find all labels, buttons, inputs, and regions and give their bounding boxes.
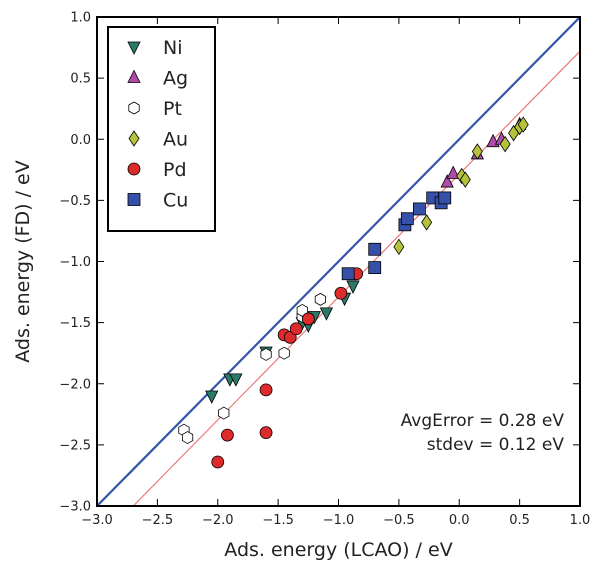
legend-label-pt: Pt (163, 98, 182, 120)
legend-marker-pd (127, 162, 141, 176)
legend-marker-au (128, 130, 140, 147)
point-ni-0 (205, 390, 219, 404)
legend-label-cu: Cu (163, 190, 188, 212)
legend-box (107, 26, 216, 232)
point-pd-8 (334, 286, 348, 300)
point-pd-1 (221, 428, 234, 442)
x-tick-label: 0.0 (449, 513, 470, 528)
point-pt-4 (278, 346, 290, 360)
point-ni-2 (229, 373, 243, 387)
point-ni-9 (346, 280, 360, 294)
y-tick-label: −0.5 (59, 194, 91, 209)
y-tick-label: 0.5 (70, 72, 91, 87)
x-tick-label: −1.0 (323, 513, 355, 528)
point-ag-1 (446, 165, 460, 179)
point-au-8 (517, 116, 529, 133)
point-pt-6 (296, 303, 308, 317)
legend-label-ni: Ni (163, 37, 183, 59)
point-cu-1 (368, 261, 382, 275)
legend: Ni Ag Pt Au Pd Cu (107, 26, 216, 232)
x-tick-label: −2.5 (142, 513, 174, 528)
x-tick-label: −0.5 (383, 513, 415, 528)
stdev-annotation: stdev = 0.12 eV (427, 435, 565, 455)
point-cu-5 (413, 202, 426, 216)
point-pd-6 (289, 322, 303, 336)
x-tick-label: −2.0 (202, 513, 234, 528)
legend-marker-cu (127, 193, 141, 206)
point-au-1 (421, 214, 433, 231)
y-tick-label: −2.0 (59, 377, 91, 392)
point-cu-8 (438, 191, 452, 205)
point-ag-0 (440, 174, 454, 188)
y-axis-label: Ads. energy (FD) / eV (12, 160, 34, 363)
point-pt-7 (314, 292, 326, 306)
x-tick-label: −1.5 (262, 513, 294, 528)
legend-label-au: Au (163, 129, 188, 151)
parity-line (97, 17, 580, 506)
y-tick-label: 0.0 (70, 133, 91, 148)
avg-error-annotation: AvgError = 0.28 eV (401, 411, 565, 431)
point-pd-2 (259, 383, 273, 397)
y-tick-label: −1.0 (59, 255, 91, 270)
y-tick-label: −2.5 (59, 438, 91, 453)
point-au-5 (499, 135, 511, 153)
point-au-4 (471, 143, 483, 160)
y-tick-label: 1.0 (70, 11, 91, 26)
y-tick-label: −3.0 (59, 500, 91, 515)
point-pt-1 (181, 431, 194, 445)
legend-marker-ag (127, 69, 141, 83)
point-pd-3 (259, 426, 273, 440)
point-pt-2 (218, 406, 230, 420)
y-tick-label: −1.5 (59, 316, 91, 331)
point-cu-0 (341, 267, 355, 281)
point-cu-2 (368, 242, 382, 256)
x-tick-label: 0.5 (509, 513, 530, 528)
point-ni-7 (319, 307, 334, 321)
point-cu-4 (400, 212, 414, 226)
legend-label-ag: Ag (163, 68, 188, 90)
point-pd-7 (301, 312, 315, 326)
point-pd-0 (211, 455, 225, 469)
point-au-0 (393, 238, 405, 256)
legend-label-pd: Pd (163, 159, 187, 181)
x-tick-label: −3.0 (81, 513, 113, 528)
point-pt-3 (260, 347, 272, 361)
point-au-3 (459, 171, 471, 188)
x-tick-label: 1.0 (570, 513, 591, 528)
legend-marker-pt (128, 101, 140, 115)
legend-marker-ni (127, 41, 141, 55)
x-axis-label: Ads. energy (LCAO) / eV (224, 539, 452, 561)
